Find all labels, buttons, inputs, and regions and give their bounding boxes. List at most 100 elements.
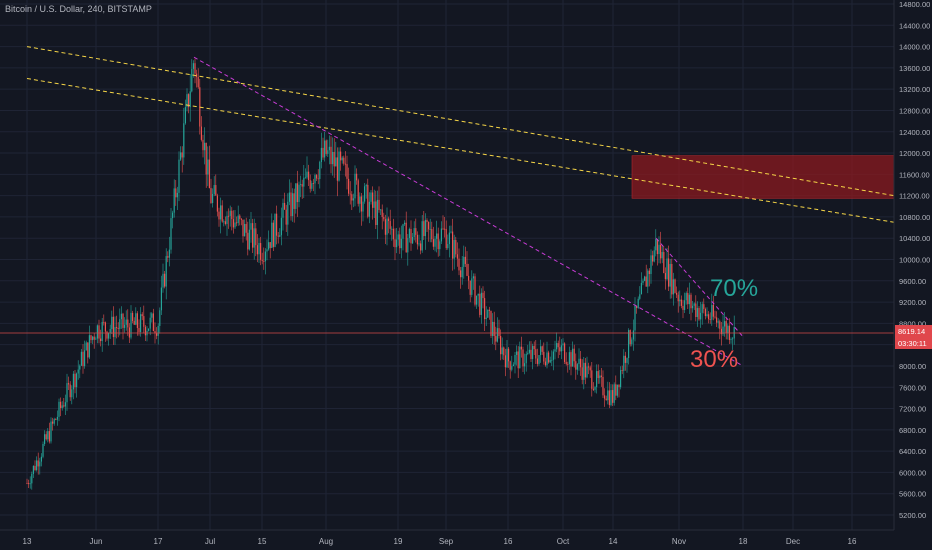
candle-body [60,401,62,408]
candle-body [540,346,542,356]
candle-body [332,151,334,165]
candle-body [253,228,255,248]
candle-body [261,259,263,262]
candle-body [672,279,674,295]
candle-body [511,366,513,370]
candle-body [703,304,705,309]
candle-body [466,263,468,276]
candle-body [282,202,284,218]
candle-body [663,252,665,274]
candle-body [184,107,186,124]
candle-body [520,346,522,350]
candle-body [104,322,106,332]
candle-body [378,199,380,211]
candle-body [517,351,519,369]
candle-body [244,223,246,237]
candle-body [367,184,369,217]
candle-body [618,384,620,388]
candle-body [114,327,116,338]
candle-body [28,483,30,485]
candle-body [242,219,244,237]
candle-body [186,94,188,108]
candle-body [538,355,540,364]
y-tick-label: 6800.00 [899,426,926,435]
candle-body [180,152,182,160]
candle-body [64,402,66,407]
up-probability-label: 70% [710,275,758,302]
candle-body [626,358,628,363]
resistance-zone [631,155,895,199]
candle-body [712,304,714,317]
y-tick-label: 5200.00 [899,511,926,520]
candle-body [202,139,204,151]
candle-body [509,361,511,370]
candle-body [552,351,554,360]
y-tick-label: 11600.00 [899,170,930,179]
candle-body [31,473,33,484]
candle-body [181,152,183,158]
candle-body [504,355,506,368]
candle-body [226,215,228,224]
candle-body [644,276,646,281]
candle-body [77,369,79,374]
candle-body [365,184,367,187]
candle-body [250,223,252,230]
candle-body [408,228,410,239]
candle-body [564,343,566,362]
candle-body [442,228,444,230]
candle-body [645,276,647,287]
candle-body [119,319,121,329]
candle-body [197,76,199,88]
candle-body [98,325,100,339]
candle-body [108,332,110,339]
candle-body [216,195,218,212]
candle-body [234,222,236,228]
candle-body [477,293,479,296]
candle-body [271,222,273,248]
candle-body [66,383,68,403]
candle-body [117,328,119,329]
candle-body [71,389,73,398]
candle-body [308,171,310,181]
candle-body [512,364,514,367]
candle-body [394,239,396,248]
candle-body [701,304,703,313]
candle-body [295,183,297,209]
candle-body [362,201,364,212]
candle-body [543,351,545,362]
candle-body [343,157,345,164]
candle-body [536,358,538,364]
candle-body [428,222,430,230]
candle-body [453,239,455,259]
candle-body [376,199,378,226]
y-tick-label: 8800.00 [899,319,926,328]
x-tick-label: 17 [154,537,163,546]
candle-body [90,335,92,341]
candle-body [194,63,196,74]
candle-body [594,387,596,390]
candle-body [204,142,206,151]
time-axis[interactable]: 13 Jun 17 Jul 15 Aug 19 Sep 16 Oct 14 Nov 18 Dec 16 [0,529,932,550]
candle-body [231,210,233,220]
candle-body [575,361,577,370]
candle-body [410,228,412,244]
candle-body [455,239,457,255]
candle-body [39,461,41,467]
candle-body [432,239,434,247]
candle-body [63,405,65,407]
candle-body [96,325,98,339]
price-axis[interactable]: 14800.00 14400.00 14000.00 13600.00 13200.00… [893,0,932,550]
candle-body [364,186,366,202]
candle-body [162,273,164,288]
candle-body [228,215,230,217]
candle-body [418,243,420,245]
y-tick-label: 14000.00 [899,43,930,52]
candle-body [464,256,466,264]
candle-body [696,308,698,318]
candle-body [389,221,391,229]
candle-body [143,316,145,327]
candle-body [380,209,382,211]
candle-body [324,140,326,158]
candle-body [386,218,388,235]
